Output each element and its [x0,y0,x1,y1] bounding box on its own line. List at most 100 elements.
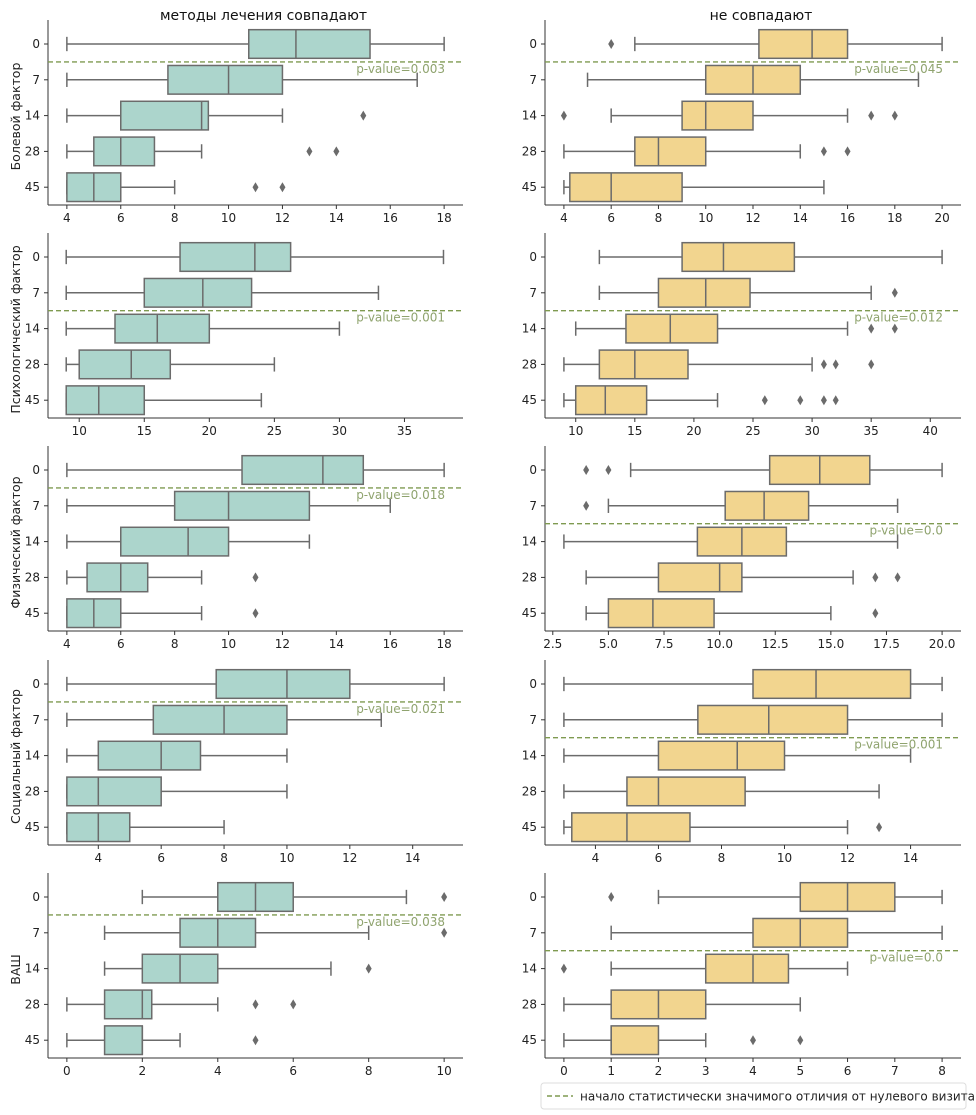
y-tick-label: 14 [522,749,537,763]
x-tick-label: 8 [220,851,228,865]
x-tick-label: 12 [275,211,290,225]
outlier-point [252,999,259,1010]
y-tick-label: 7 [529,73,537,87]
outlier-point [252,182,259,193]
y-tick-label: 7 [529,499,537,513]
box-45: 45 [25,812,225,843]
panel-5: Физический фактор 4 6 8 10 12 14 16 18 0 7 14 28 45 p-… [8,446,463,651]
x-tick-label: 12.5 [762,637,789,651]
y-tick-label: 0 [529,250,537,264]
box-7: 7 [529,704,943,735]
panel-6: 2.5 5.0 7.5 10.0 12.5 15.0 17.5 20.0 0 7 14 28 45 p-v… [522,446,961,651]
outlier-point [441,927,448,938]
iqr-box [610,1025,660,1056]
x-tick-label: 12 [840,851,855,865]
y-tick-label: 0 [32,250,40,264]
iqr-box [598,349,689,380]
y-tick-label: 7 [529,926,537,940]
box-45: 45 [25,598,259,629]
box-14: 14 [25,313,341,344]
x-tick-label: 8 [171,211,179,225]
y-axis-label: Психологический фактор [8,245,23,413]
box-28: 28 [25,989,297,1020]
x-tick-label: 30 [804,424,819,438]
outlier-point [441,892,448,902]
outlier-point [832,359,839,370]
x-tick-label: 10 [279,851,294,865]
outlier-point [820,395,827,406]
x-tick-label: 14 [793,211,808,225]
y-axis-label: ВАШ [8,954,23,985]
x-tick-label: 6 [607,211,615,225]
iqr-box [173,490,311,521]
x-tick-label: 8 [655,211,663,225]
box-14: 14 [522,100,898,131]
box-0: 0 [32,241,445,273]
y-axis-label: Социальный фактор [8,689,23,824]
y-tick-label: 14 [25,749,40,763]
x-tick-label: 5.0 [599,637,618,651]
panel-9: ВАШ 0 2 4 6 8 10 0 7 14 28 45 p-value=0.038 [8,873,463,1078]
y-tick-label: 45 [522,1033,537,1047]
y-tick-label: 14 [25,535,40,549]
x-tick-label: 0 [560,1064,568,1078]
outlier-point [761,395,768,406]
x-tick-label: 15 [627,424,642,438]
box-45: 45 [522,172,825,203]
x-tick-label: 10 [698,211,713,225]
iqr-box [752,668,912,700]
y-tick-label: 7 [529,286,537,300]
iqr-box [152,704,288,735]
iqr-box [65,385,146,416]
y-tick-label: 0 [529,677,537,691]
x-tick-label: 2 [655,1064,663,1078]
p-value-label: p-value=0.012 [854,311,943,325]
panel-title: не совпадают [710,8,813,24]
outlier-point [252,1035,259,1046]
x-tick-label: 4 [63,637,71,651]
iqr-box [681,241,796,273]
outlier-point [891,287,898,298]
iqr-box [569,172,683,203]
x-tick-label: 6 [655,851,663,865]
x-tick-label: 6 [289,1064,297,1078]
y-tick-label: 7 [32,286,40,300]
box-7: 7 [529,64,920,95]
panel-8: 4 6 8 10 12 14 0 7 14 28 45 p-value=0.001 [522,660,961,865]
p-value-label: p-value=0.0 [869,951,943,965]
outlier-point [252,572,259,583]
x-tick-label: 30 [332,424,347,438]
x-tick-label: 4 [214,1064,222,1078]
iqr-box [657,562,743,593]
box-28: 28 [522,136,851,167]
x-tick-label: 2.5 [543,637,562,651]
outlier-point [560,963,567,974]
y-tick-label: 14 [522,322,537,336]
x-tick-label: 10 [221,211,236,225]
y-tick-label: 14 [522,109,537,123]
iqr-box [625,313,719,344]
outlier-point [832,395,839,406]
outlier-point [891,110,898,121]
x-tick-label: 20 [934,211,949,225]
x-tick-label: 16 [840,211,855,225]
box-45: 45 [25,172,286,203]
iqr-box [120,526,230,557]
x-tick-label: 14 [329,211,344,225]
y-tick-label: 28 [522,784,537,798]
box-28: 28 [25,776,288,807]
iqr-box [179,241,292,273]
iqr-box [241,454,365,486]
box-45: 45 [25,1025,259,1056]
box-0: 0 [529,881,943,913]
x-tick-label: 35 [864,424,879,438]
x-tick-label: 8 [171,637,179,651]
outlier-point [608,892,615,902]
x-tick-label: 35 [397,424,412,438]
x-tick-label: 10 [568,424,583,438]
outlier-point [583,465,590,475]
y-tick-label: 28 [522,357,537,371]
outlier-point [891,323,898,334]
box-45: 45 [25,385,263,416]
iqr-box [571,812,691,843]
